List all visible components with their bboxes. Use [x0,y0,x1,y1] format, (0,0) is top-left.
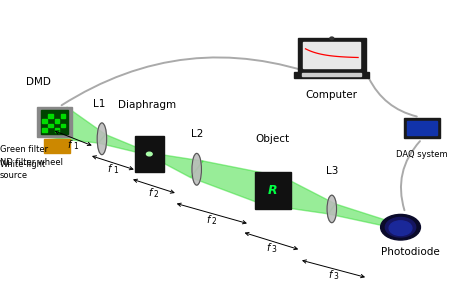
Text: R: R [268,184,277,197]
Text: f: f [148,188,152,198]
Bar [42,119,47,123]
Circle shape [389,221,412,235]
Text: 1: 1 [113,167,118,175]
Polygon shape [42,107,106,143]
FancyBboxPatch shape [298,38,365,72]
Ellipse shape [192,153,201,185]
Polygon shape [148,153,203,178]
FancyBboxPatch shape [404,118,440,138]
Polygon shape [41,110,68,134]
Text: L3: L3 [326,166,338,176]
Text: L2: L2 [191,129,203,139]
Circle shape [146,152,152,156]
Text: f: f [108,164,111,174]
Ellipse shape [327,195,337,223]
Polygon shape [262,177,336,214]
Bar [61,114,65,118]
Ellipse shape [97,123,107,155]
Text: f: f [266,242,269,253]
Text: Diaphragm: Diaphragm [118,100,176,110]
Bar [303,42,360,69]
Text: Green filter: Green filter [0,145,48,155]
Text: Object: Object [255,134,290,144]
Text: 1: 1 [73,142,78,151]
Bar [302,73,361,77]
Text: 2: 2 [212,217,217,226]
Text: 3: 3 [271,245,276,254]
Polygon shape [328,204,402,229]
Polygon shape [44,139,70,153]
Text: f: f [68,140,71,150]
Polygon shape [191,161,282,205]
Bar [61,124,65,127]
FancyBboxPatch shape [407,121,437,135]
Bar [55,119,59,123]
Circle shape [381,214,420,240]
Text: DAQ system: DAQ system [396,150,447,159]
Bar [48,124,53,127]
Text: White-light
source: White-light source [0,160,46,181]
Text: L1: L1 [93,99,106,109]
Polygon shape [135,136,164,172]
Polygon shape [37,107,72,137]
Bar [55,128,59,132]
Text: 3: 3 [334,272,338,282]
Circle shape [330,37,334,40]
Text: f: f [328,270,331,280]
Text: DMD: DMD [26,77,51,88]
Text: ND filter wheel: ND filter wheel [0,158,63,167]
Text: Photodiode: Photodiode [381,247,439,257]
Bar [42,128,47,132]
Polygon shape [255,172,291,209]
Text: 2: 2 [154,190,159,199]
Text: f: f [206,215,210,225]
Text: Computer: Computer [306,90,358,100]
Bar [48,114,53,118]
Bar [294,72,369,78]
Polygon shape [99,135,150,155]
Circle shape [385,217,416,237]
